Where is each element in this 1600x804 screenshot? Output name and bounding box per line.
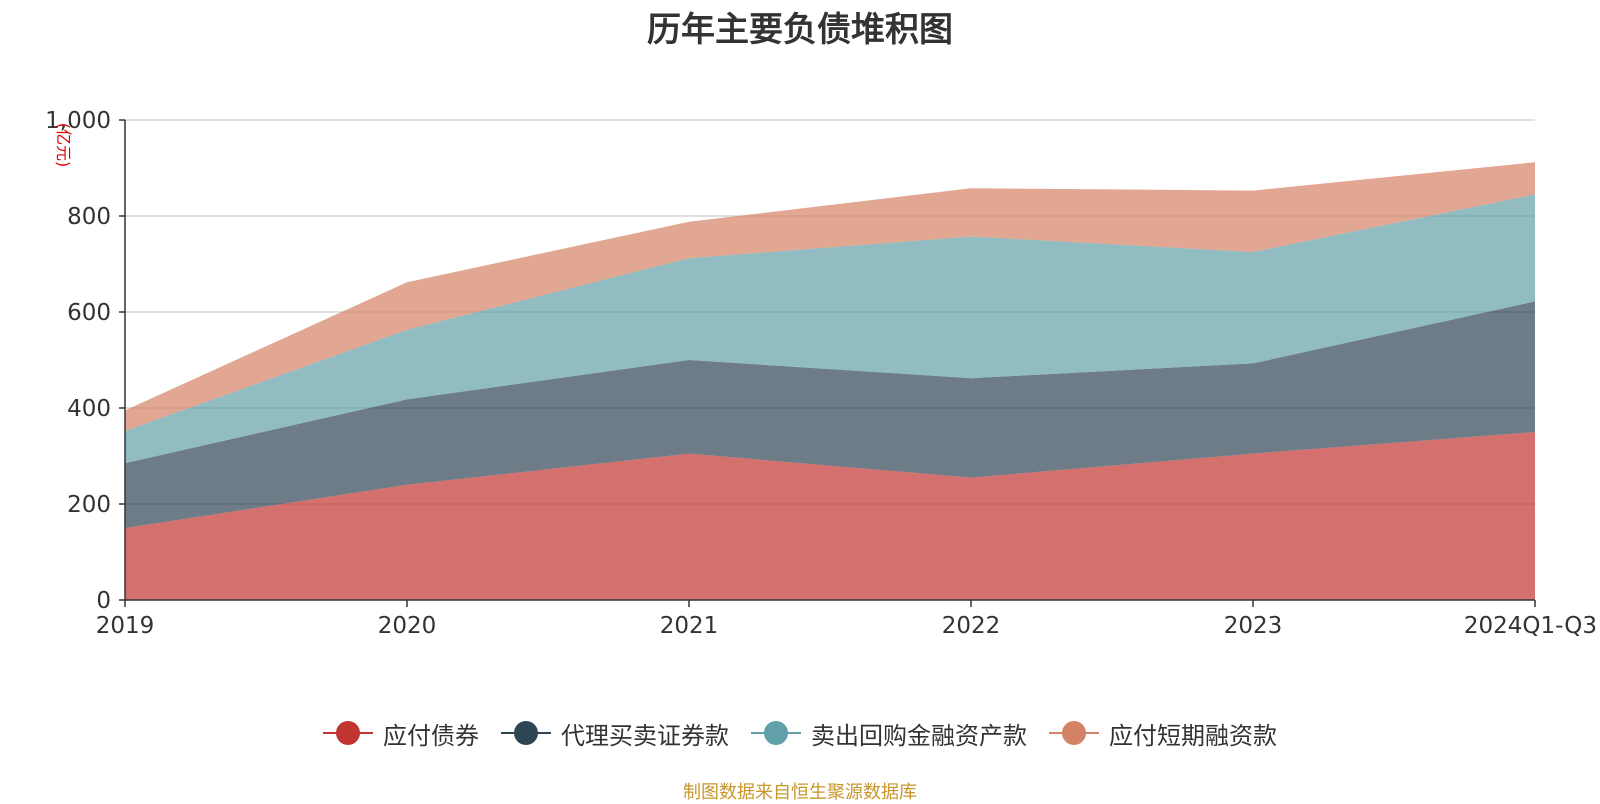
area-series-3[interactable]	[125, 194, 1535, 464]
legend-item-2[interactable]: 代理买卖证券款	[501, 716, 729, 751]
axis-layer: 0 200 400 600 800 1,000 2019 2020 2021 2022 2023 20…	[45, 108, 1597, 639]
area-series-2[interactable]	[125, 301, 1535, 528]
x-tick-label: 2024Q1-Q3	[1464, 613, 1597, 639]
legend-item-1[interactable]: 应付债券	[323, 716, 479, 751]
legend-marker-icon	[1049, 721, 1099, 745]
area-series-1[interactable]	[125, 432, 1535, 600]
legend-marker-icon	[501, 721, 551, 745]
y-tick-label: 200	[67, 492, 111, 518]
legend-item-4[interactable]: 应付短期融资款	[1049, 716, 1277, 751]
legend-label: 应付短期融资款	[1109, 721, 1277, 750]
legend-label: 卖出回购金融资产款	[811, 721, 1027, 750]
x-tick-label: 2020	[378, 613, 437, 639]
legend-marker-icon	[323, 721, 373, 745]
area-layer	[125, 162, 1535, 600]
x-tick-label: 2021	[660, 613, 719, 639]
y-tick-label: 400	[67, 396, 111, 422]
chart-title: 历年主要负债堆积图	[647, 10, 953, 50]
area-series-4[interactable]	[125, 162, 1535, 431]
legend: 应付债券 代理买卖证券款 卖出回购金融资产款 应付短期融资款	[0, 716, 1600, 750]
x-tick-label: 2019	[96, 613, 155, 639]
legend-item-3[interactable]: 卖出回购金融资产款	[751, 716, 1027, 751]
legend-label: 应付债券	[383, 721, 479, 750]
x-tick-label: 2023	[1224, 613, 1283, 639]
x-tick-label: 2022	[942, 613, 1001, 639]
source-note: 制图数据来自恒生聚源数据库	[683, 782, 917, 803]
legend-label: 代理买卖证券款	[561, 721, 729, 750]
legend-marker-icon	[751, 721, 801, 745]
y-axis-label: (亿元)	[54, 123, 73, 168]
y-tick-label: 0	[96, 588, 111, 614]
y-tick-label: 800	[67, 204, 111, 230]
y-tick-label: 600	[67, 300, 111, 326]
y-tick-label: 1,000	[45, 108, 111, 134]
